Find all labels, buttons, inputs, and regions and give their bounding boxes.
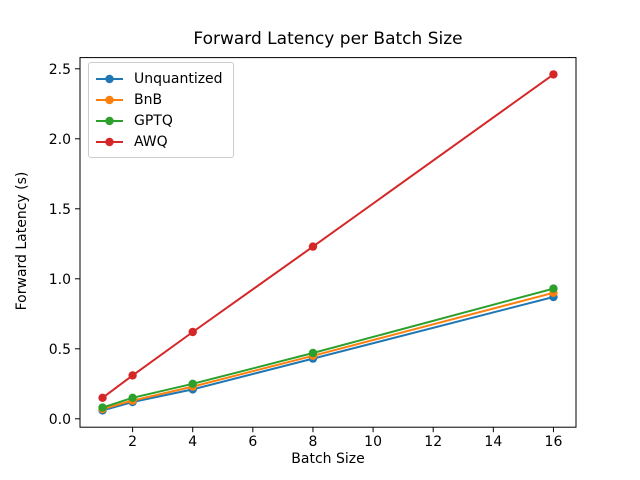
series-marker-gptq bbox=[128, 393, 137, 402]
series-marker-awq bbox=[549, 70, 558, 79]
y-tick-label: 1.5 bbox=[49, 202, 71, 218]
legend-item-gptq: GPTQ bbox=[96, 110, 223, 131]
x-tick-label: 14 bbox=[484, 434, 502, 450]
legend-label-awq: AWQ bbox=[134, 133, 168, 150]
series-marker-awq bbox=[188, 327, 197, 337]
y-tick-label: 2.5 bbox=[49, 62, 71, 78]
legend-label-unquantized: Unquantized bbox=[134, 70, 223, 87]
legend-item-bnb: BnB bbox=[96, 89, 223, 110]
legend: Unquantized BnB GPTQ AWQ bbox=[88, 62, 234, 158]
legend-sample-awq bbox=[96, 137, 123, 146]
x-tick-label: 2 bbox=[128, 434, 137, 450]
series-line-bnb bbox=[101, 291, 555, 410]
legend-marker-icon bbox=[105, 116, 114, 125]
legend-label-bnb: BnB bbox=[134, 91, 163, 108]
x-axis-label: Batch Size bbox=[291, 451, 365, 467]
chart-title: Forward Latency per Batch Size bbox=[193, 29, 463, 49]
legend-marker-icon bbox=[105, 74, 114, 83]
series-line-unquantized bbox=[101, 296, 555, 412]
y-tick-label: 0.0 bbox=[49, 412, 71, 428]
legend-marker-icon bbox=[105, 137, 114, 146]
x-tick-label: 10 bbox=[364, 434, 382, 450]
legend-item-awq: AWQ bbox=[96, 131, 223, 152]
y-tick-label: 2.0 bbox=[49, 132, 71, 148]
axes-frame bbox=[79, 57, 577, 428]
series-marker-gptq bbox=[308, 348, 318, 358]
legend-item-unquantized: Unquantized bbox=[96, 68, 223, 89]
series-marker-gptq bbox=[549, 284, 558, 293]
series-marker-awq bbox=[98, 393, 107, 402]
y-tick-label: 0.5 bbox=[49, 342, 71, 358]
series-marker-awq bbox=[308, 242, 318, 251]
series-marker-awq bbox=[128, 371, 137, 380]
series-marker-gptq bbox=[98, 403, 107, 412]
legend-marker-icon bbox=[105, 95, 114, 104]
legend-sample-unquantized bbox=[96, 74, 123, 83]
legend-sample-gptq bbox=[96, 116, 123, 125]
series-marker-gptq bbox=[188, 379, 197, 388]
x-tick-label: 4 bbox=[188, 434, 197, 450]
y-axis-label: Forward Latency (s) bbox=[14, 171, 30, 311]
legend-sample-bnb bbox=[96, 95, 123, 104]
x-tick-label: 6 bbox=[248, 434, 257, 450]
x-tick-label: 8 bbox=[309, 434, 318, 450]
x-tick-label: 12 bbox=[424, 434, 442, 450]
legend-label-gptq: GPTQ bbox=[134, 112, 173, 129]
x-tick-label: 16 bbox=[545, 434, 563, 450]
y-tick-label: 1.0 bbox=[49, 272, 71, 288]
